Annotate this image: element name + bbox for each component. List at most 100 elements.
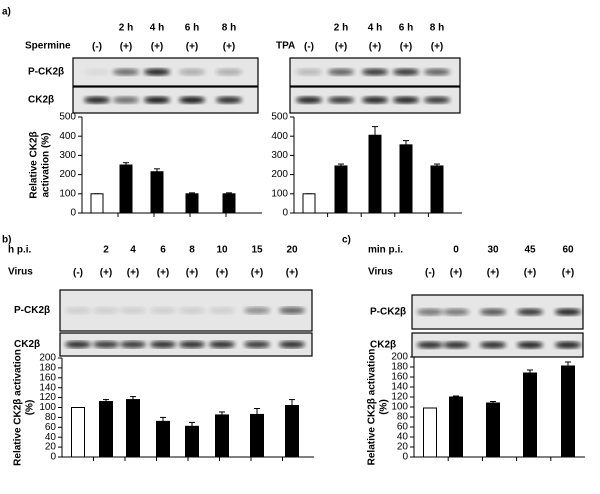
lane-label: (+) [400, 42, 413, 53]
band [517, 341, 543, 349]
time-point: 4 h [150, 23, 164, 34]
band [480, 341, 506, 349]
time-point: 4 h [368, 23, 382, 34]
y-tick-label: 200 [271, 169, 288, 180]
panel-label: c) [342, 235, 351, 246]
bar [99, 401, 113, 458]
band [150, 307, 176, 314]
time-point: 0 [453, 245, 459, 256]
treatment-label: TPA [276, 41, 295, 52]
lane-label: (+) [157, 268, 170, 279]
bar [150, 171, 164, 214]
lane-label: (+) [487, 268, 500, 279]
band [424, 96, 450, 104]
y-tick-label: 120 [39, 392, 56, 403]
band [443, 341, 469, 349]
lane-label: (+) [120, 42, 133, 53]
y-tick-label: 0 [282, 208, 288, 219]
lane-label: (+) [524, 268, 537, 279]
lane-label: (+) [151, 42, 164, 53]
panel-label: b) [2, 235, 11, 246]
y-tick-label: 0 [70, 208, 76, 219]
band [393, 68, 419, 76]
y-tick-label: 80 [397, 412, 409, 423]
band [65, 341, 91, 348]
bar [399, 144, 413, 214]
lane-label: (+) [450, 268, 463, 279]
band [120, 307, 146, 314]
time-point: 15 [251, 245, 263, 256]
bar [423, 407, 437, 458]
panel-label: a) [2, 7, 11, 18]
y-axis-label: Relative CK2β [29, 131, 40, 198]
y-tick-label: 100 [59, 188, 76, 199]
y-tick-label: 0 [402, 452, 408, 463]
band [216, 96, 242, 104]
band [144, 96, 170, 104]
y-axis-label: (%) [25, 400, 36, 416]
bar [449, 396, 463, 458]
blot-label: P-CK2β [28, 67, 64, 78]
band [179, 68, 205, 76]
band [555, 308, 581, 316]
bar [285, 405, 299, 458]
band [113, 96, 139, 104]
y-tick-label: 160 [39, 372, 56, 383]
lane-label: (+) [335, 42, 348, 53]
bar [523, 372, 537, 458]
lane-label: (-) [92, 42, 102, 53]
time-point: 8 h [430, 23, 444, 34]
band [216, 68, 242, 76]
blot-label: CK2β [14, 339, 40, 350]
y-tick-label: 200 [39, 353, 56, 364]
band [279, 307, 305, 314]
y-tick-label: 500 [271, 112, 288, 123]
band [296, 96, 322, 104]
time-point: 30 [487, 245, 499, 256]
lane-label: (+) [369, 42, 382, 53]
band [150, 341, 176, 348]
band [84, 96, 110, 104]
bar [126, 399, 140, 458]
time-point: 6 h [185, 23, 199, 34]
band [120, 341, 146, 348]
band [424, 68, 450, 76]
y-tick-label: 300 [59, 150, 76, 161]
band [93, 341, 119, 348]
y-tick-label: 300 [271, 150, 288, 161]
y-tick-label: 40 [397, 432, 409, 443]
time-point: 6 h [399, 23, 413, 34]
band [209, 307, 235, 314]
band [244, 307, 270, 314]
y-axis-label: activation (%) [41, 132, 52, 197]
y-axis-label: Relative CK2β activation [13, 349, 24, 466]
blot-label: P-CK2β [14, 305, 50, 316]
lane-label: (+) [186, 42, 199, 53]
band [209, 341, 235, 348]
bar [302, 193, 316, 214]
bar [185, 425, 199, 458]
bar [185, 193, 199, 214]
time-point: 45 [524, 245, 536, 256]
y-tick-label: 100 [39, 402, 56, 413]
lane-label: (+) [562, 268, 575, 279]
bar [486, 402, 500, 458]
time-point: 2 h [334, 23, 348, 34]
y-tick-label: 80 [45, 412, 57, 423]
bar [222, 193, 236, 214]
y-tick-label: 140 [39, 382, 56, 393]
y-axis-label: (%) [379, 399, 390, 415]
y-tick-label: 100 [391, 402, 408, 413]
y-tick-label: 140 [391, 382, 408, 393]
y-tick-label: 60 [45, 422, 57, 433]
band [393, 96, 419, 104]
band [517, 308, 543, 316]
blot-label: P-CK2β [370, 307, 406, 318]
band [555, 341, 581, 349]
y-axis-label: Relative CK2β activation [367, 349, 378, 466]
bar [215, 414, 229, 458]
y-tick-label: 200 [59, 169, 76, 180]
bar [368, 134, 382, 214]
band [144, 68, 170, 76]
